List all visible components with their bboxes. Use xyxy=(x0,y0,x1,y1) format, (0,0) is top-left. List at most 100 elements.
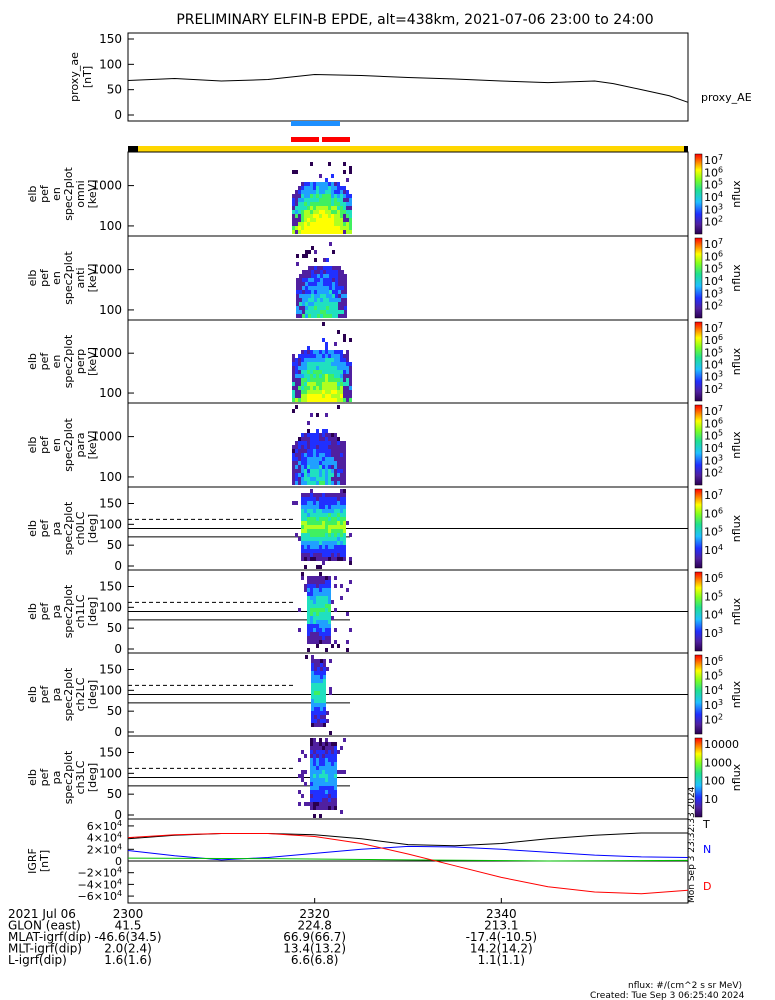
heatmap-cell xyxy=(295,198,298,202)
heatmap-cell xyxy=(325,202,328,206)
heatmap-cell xyxy=(307,421,310,425)
heatmap-cell xyxy=(322,529,325,533)
ytick-label: 50 xyxy=(107,621,122,635)
heatmap-cell xyxy=(298,366,301,370)
heatmap-cell xyxy=(307,521,310,525)
heatmap-cell xyxy=(331,386,334,390)
heatmap-cell xyxy=(313,746,316,750)
heatmap-cell xyxy=(310,624,313,628)
heatmap-cell xyxy=(319,449,322,453)
heatmap-cell xyxy=(298,198,301,202)
heatmap-cell xyxy=(313,214,316,218)
heatmap-cell xyxy=(334,525,337,529)
heatmap-cell xyxy=(335,266,338,270)
heatmap-cell xyxy=(322,561,325,565)
heatmap-cell xyxy=(301,398,304,402)
heatmap-cell xyxy=(310,762,313,766)
heatmap-cell xyxy=(316,517,319,521)
heatmap-cell xyxy=(310,529,313,533)
heatmap-cell xyxy=(346,521,349,525)
colorbar-tick-label: 106 xyxy=(704,571,723,585)
heatmap-cell xyxy=(313,194,316,198)
heatmap-cell xyxy=(325,481,328,485)
heatmap-cell xyxy=(343,493,346,497)
heatmap-cell xyxy=(322,802,325,806)
heatmap-cell xyxy=(340,457,343,461)
heatmap-cell xyxy=(322,218,325,222)
heatmap-cell xyxy=(340,198,343,202)
heatmap-cell xyxy=(326,286,329,290)
heatmap-cell xyxy=(316,501,319,505)
heatmap-cell xyxy=(310,505,313,509)
heatmap-cell xyxy=(334,758,337,762)
heatmap-cell xyxy=(310,501,313,505)
panel-ylabel-line: pef xyxy=(38,685,51,704)
heatmap-cell xyxy=(316,386,319,390)
colorbar-tick-label: 104 xyxy=(704,683,723,697)
heatmap-cell xyxy=(343,509,346,513)
heatmap-cell xyxy=(311,294,314,298)
science-zone-bar-red-2 xyxy=(322,137,350,142)
heatmap-cell xyxy=(298,453,301,457)
heatmap-cell xyxy=(340,746,343,750)
colorbar-label: nflux xyxy=(730,431,743,459)
heatmap-cell xyxy=(319,226,322,230)
heatmap-cell xyxy=(328,636,331,640)
heatmap-cell xyxy=(334,766,337,770)
heatmap-cell xyxy=(301,750,304,754)
heatmap-cell xyxy=(304,449,307,453)
heatmap-cell xyxy=(310,584,313,588)
heatmap-cell xyxy=(319,517,322,521)
heatmap-cell xyxy=(337,330,340,334)
heatmap-cell xyxy=(328,186,331,190)
heatmap-cell xyxy=(313,750,316,754)
heatmap-cell xyxy=(316,766,319,770)
footer-created: Created: Tue Sep 3 06:25:40 2024 xyxy=(590,991,745,1000)
heatmap-cell xyxy=(328,433,331,437)
heatmap-cell xyxy=(343,222,346,226)
heatmap-cell xyxy=(301,545,304,549)
xinfo-row-value: 2320 xyxy=(299,907,330,921)
colorbar-tick-label: 106 xyxy=(704,416,723,430)
igrf-ytick-label: −6×104 xyxy=(78,889,122,903)
ytick-label: 100 xyxy=(99,766,122,780)
heatmap-cell xyxy=(317,306,320,310)
heatmap-cell xyxy=(301,378,304,382)
heatmap-cell xyxy=(304,461,307,465)
heatmap-cell xyxy=(340,370,343,374)
heatmap-cell xyxy=(292,198,295,202)
heatmap-cell xyxy=(314,290,317,294)
heatmap-cell xyxy=(337,545,340,549)
proxy-ae-line xyxy=(127,73,689,103)
xinfo-row-value: 14.2(14.2) xyxy=(470,942,533,956)
heatmap-cell xyxy=(310,513,313,517)
panel-ylabel-line: spec2plot xyxy=(62,167,75,221)
colorbar xyxy=(694,737,703,818)
heatmap-cell xyxy=(328,382,331,386)
heatmap-cell xyxy=(343,469,346,473)
heatmap-cell xyxy=(346,588,349,592)
heatmap-cell xyxy=(317,691,320,695)
colorbar-tick-label: 103 xyxy=(704,698,723,712)
heatmap-cell xyxy=(295,398,298,402)
heatmap-cell xyxy=(292,214,295,218)
heatmap-cell xyxy=(328,624,331,628)
heatmap-cell xyxy=(343,206,346,210)
heatmap-cell xyxy=(323,679,326,683)
heatmap-cell xyxy=(344,294,347,298)
heatmap-cell xyxy=(313,226,316,230)
heatmap-cell xyxy=(292,210,295,214)
heatmap-cell xyxy=(313,218,316,222)
colorbar-tick-label: 104 xyxy=(704,358,723,372)
heatmap-cell xyxy=(343,449,346,453)
heatmap-cell xyxy=(349,533,352,537)
heatmap-cell xyxy=(322,509,325,513)
heatmap-cell xyxy=(301,481,304,485)
heatmap-cell xyxy=(319,746,322,750)
heatmap-cell xyxy=(295,533,298,537)
heatmap-cell xyxy=(296,294,299,298)
heatmap-cell xyxy=(349,198,352,202)
heatmap-cell xyxy=(319,604,322,608)
heatmap-cell xyxy=(313,794,316,798)
heatmap-cell xyxy=(316,624,319,628)
